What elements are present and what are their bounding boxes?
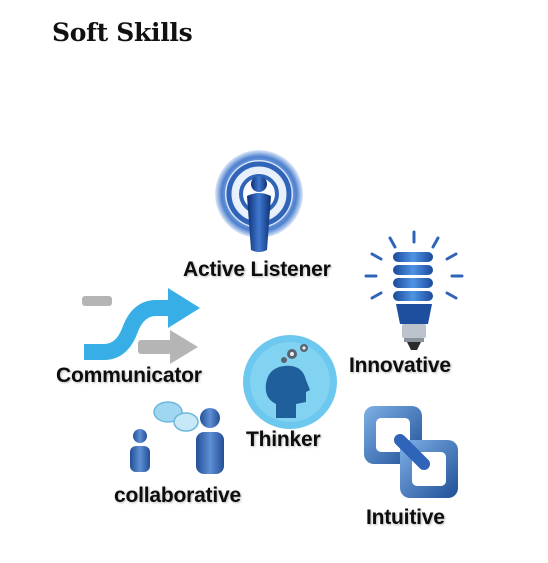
broadcasting-person-icon [215,150,303,252]
thinking-head-icon [243,335,337,429]
skill-label-communicator: Communicator [56,364,202,387]
linked-squares-icon [364,406,458,498]
page-title: Soft Skills [52,18,193,47]
chatting-people-icon [130,401,224,474]
skill-label-active-listener: Active Listener [183,258,331,281]
skill-label-innovative: Innovative [349,354,451,377]
skill-label-intuitive: Intuitive [366,506,445,529]
light-bulb-icon [364,230,464,350]
skill-label-thinker: Thinker [246,428,321,451]
skill-label-collaborative: collaborative [114,484,241,507]
shuffle-arrows-icon [82,288,200,364]
